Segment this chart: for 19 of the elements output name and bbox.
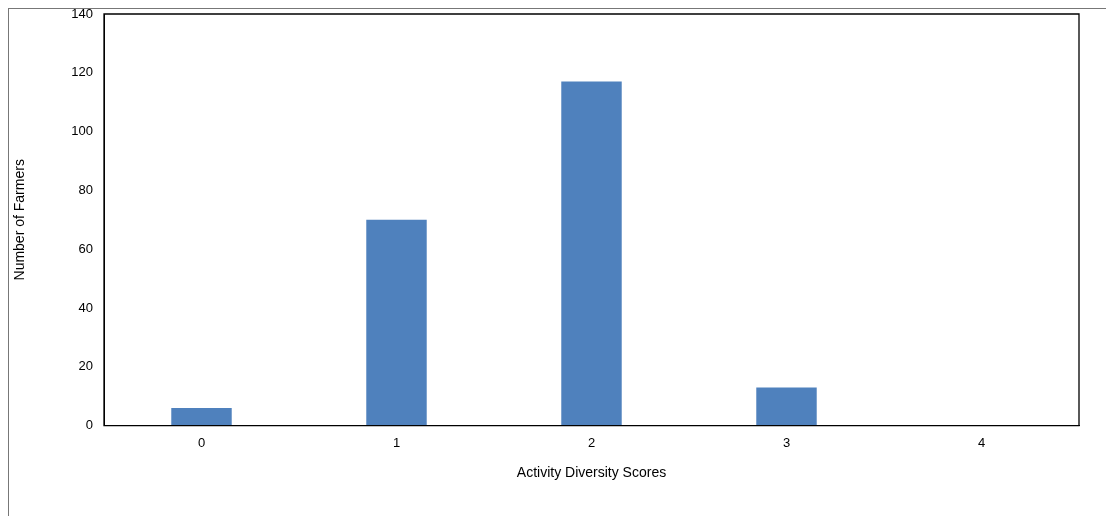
bar [756,387,817,426]
y-tick-label: 120 [71,64,93,80]
x-tick-label: 2 [587,434,596,450]
bar [366,219,427,426]
y-tick-label: 0 [85,417,93,433]
x-tick-label: 1 [392,434,401,450]
bar [561,81,622,426]
y-tick-label: 100 [71,123,93,139]
y-tick-label: 80 [78,181,93,197]
y-tick-label: 40 [78,299,93,315]
x-tick-label: 3 [782,434,791,450]
x-tick-label: 0 [197,434,206,450]
x-tick-label: 4 [977,434,986,450]
y-axis-title: Number of Farmers [11,159,28,281]
y-tick-label: 60 [78,240,93,256]
y-tick-label: 140 [71,5,93,21]
bar [171,407,232,426]
x-axis-title: Activity Diversity Scores [516,464,667,481]
y-tick-label: 20 [78,358,93,374]
